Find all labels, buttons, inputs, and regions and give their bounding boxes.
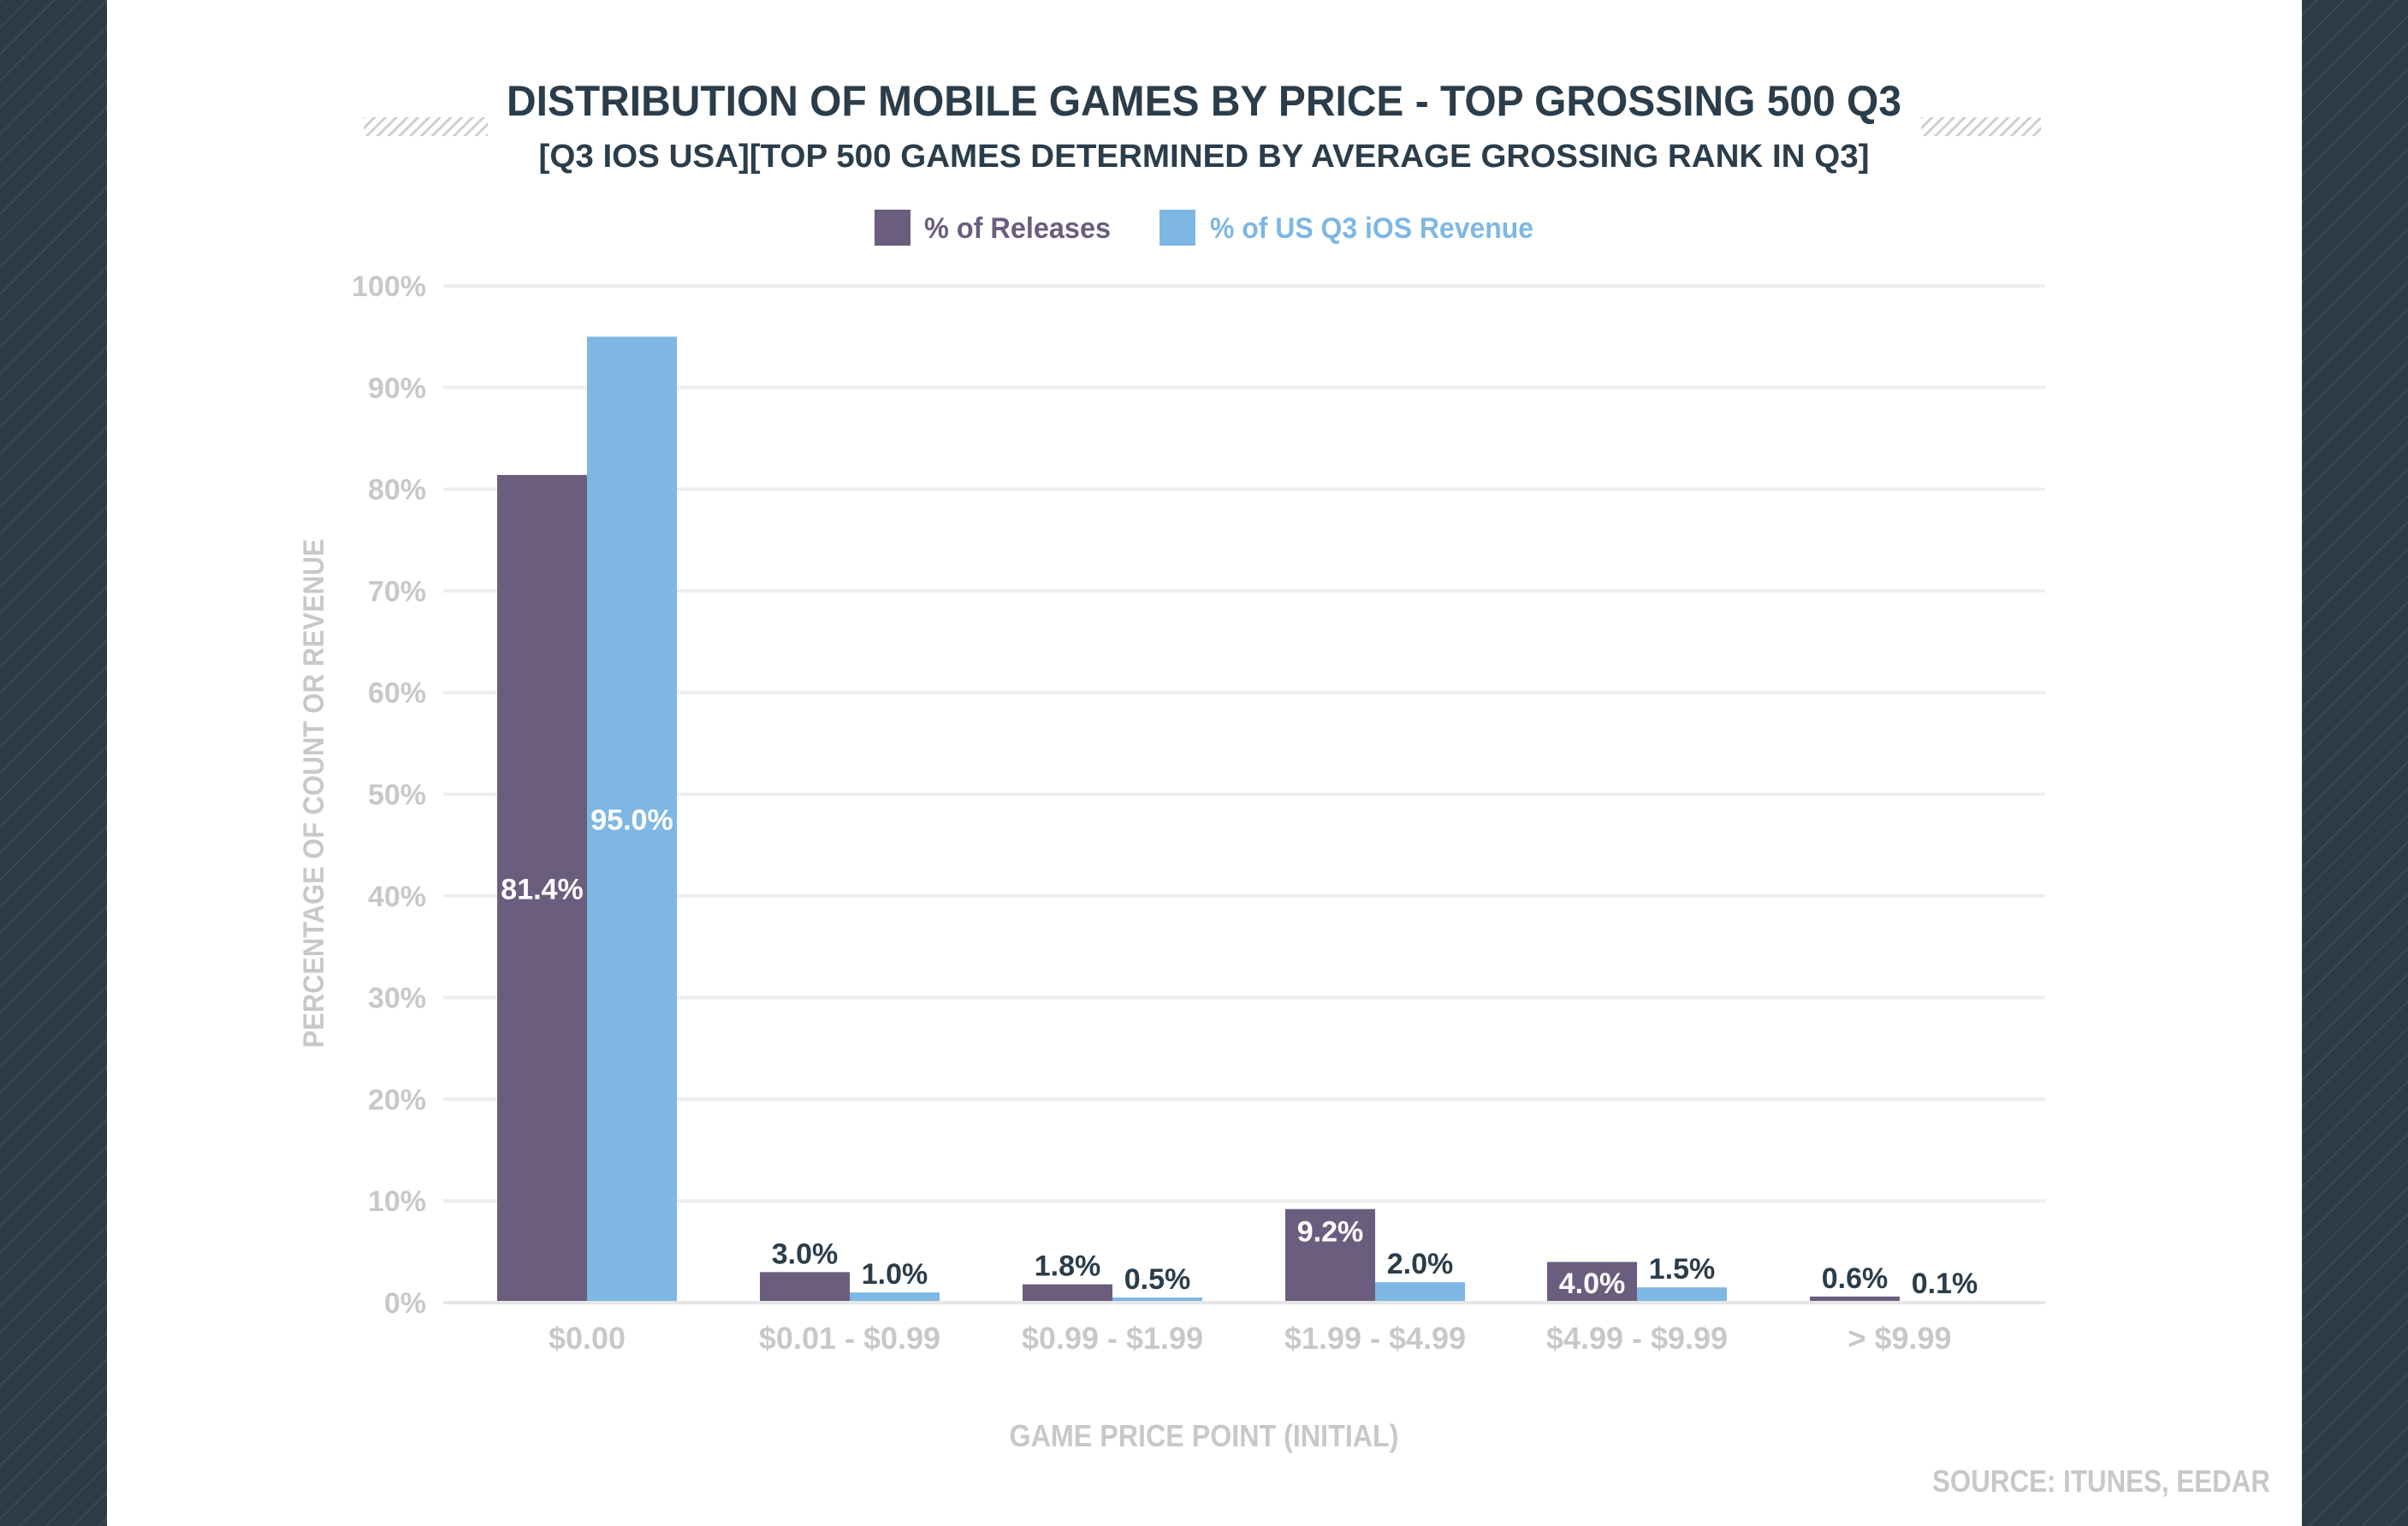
- x-tick-label: $0.00: [549, 1321, 626, 1356]
- x-tick-label: $4.99 - $9.99: [1546, 1321, 1728, 1356]
- y-tick-label: 70%: [368, 575, 426, 608]
- y-tick-label: 30%: [368, 983, 426, 1015]
- y-axis-ticks: 0% 10% 20% 30% 40% 50% 60% 70% 80% 90% 100%: [352, 270, 426, 1320]
- x-tick-label: > $9.99: [1848, 1321, 1951, 1356]
- x-tick-label: $0.01 - $0.99: [759, 1321, 940, 1356]
- bar-releases: [760, 1272, 850, 1303]
- data-label-releases: 3.0%: [772, 1238, 839, 1270]
- y-tick-label: 60%: [368, 677, 426, 710]
- data-label-revenue: 95.0%: [590, 805, 673, 837]
- bar-revenue: [587, 336, 677, 1303]
- bar-revenue: [1375, 1282, 1465, 1303]
- y-tick-label: 40%: [368, 881, 426, 913]
- title-decoration-right: [1921, 117, 2041, 136]
- y-tick-label: 0%: [384, 1287, 426, 1320]
- y-axis-title: PERCENTAGE OF COUNT OR REVENUE: [298, 539, 330, 1048]
- legend: % of Releases % of US Q3 iOS Revenue: [875, 210, 1533, 246]
- data-label-revenue: 0.1%: [1912, 1268, 1978, 1300]
- x-axis-ticks: $0.00 $0.01 - $0.99 $0.99 - $1.99 $1.99 - $…: [549, 1321, 1952, 1356]
- bar-releases: [1285, 1208, 1375, 1303]
- y-tick-label: 50%: [368, 779, 426, 811]
- y-tick-label: 10%: [368, 1185, 426, 1218]
- chart-panel: [107, 0, 2302, 1526]
- legend-swatch-revenue: [1160, 210, 1195, 246]
- x-tick-label: $0.99 - $1.99: [1022, 1321, 1203, 1356]
- chart-title: DISTRIBUTION OF MOBILE GAMES BY PRICE - …: [507, 77, 1901, 125]
- data-label-releases: 9.2%: [1297, 1216, 1364, 1249]
- chart-subtitle: [Q3 IOS USA][TOP 500 GAMES DETERMINED BY…: [539, 139, 1870, 175]
- legend-label-revenue: % of US Q3 iOS Revenue: [1210, 212, 1533, 245]
- data-label-revenue: 1.0%: [862, 1258, 928, 1291]
- source-note: SOURCE: ITUNES, EEDAR: [1932, 1464, 2270, 1499]
- bar-releases: [497, 474, 587, 1303]
- gridlines: [443, 284, 2045, 1304]
- title-decoration-left: [364, 117, 488, 136]
- data-label-revenue: 0.5%: [1124, 1263, 1191, 1296]
- y-tick-label: 80%: [368, 474, 426, 507]
- bars: 81.4% 3.0% 1.8% 9.2% 4.0% 0.6% 95.0% 1.0% 0.5% 2.…: [443, 336, 2045, 1304]
- data-label-revenue: 2.0%: [1387, 1248, 1454, 1280]
- x-axis-title: GAME PRICE POINT (INITIAL): [1010, 1418, 1399, 1453]
- x-tick-label: $1.99 - $4.99: [1284, 1321, 1466, 1356]
- data-label-releases: 4.0%: [1559, 1268, 1626, 1300]
- legend-swatch-releases: [875, 210, 910, 246]
- y-tick-label: 90%: [368, 372, 426, 405]
- bar-releases: [1023, 1284, 1112, 1303]
- y-tick-label: 20%: [368, 1084, 426, 1116]
- data-label-releases: 1.8%: [1035, 1250, 1101, 1283]
- legend-label-releases: % of Releases: [924, 212, 1111, 245]
- data-label-revenue: 1.5%: [1649, 1253, 1716, 1286]
- bar-revenue: [850, 1292, 940, 1303]
- y-tick-label: 100%: [352, 270, 426, 303]
- data-label-releases: 0.6%: [1822, 1262, 1889, 1295]
- bar-revenue: [1112, 1297, 1202, 1303]
- bar-releases: [1547, 1262, 1637, 1303]
- bar-revenue: [1637, 1287, 1727, 1303]
- bar-releases: [1810, 1296, 1900, 1303]
- data-label-releases: 81.4%: [501, 873, 583, 906]
